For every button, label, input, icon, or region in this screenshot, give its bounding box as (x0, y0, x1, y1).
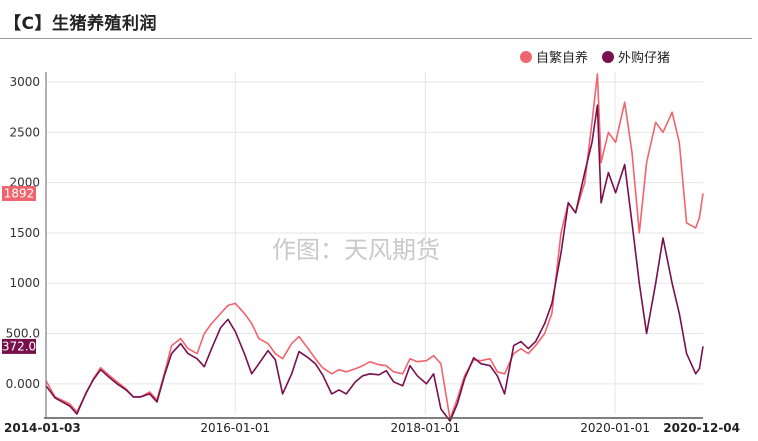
legend-label-series-0: 自繁自养 (536, 51, 589, 66)
legend-marker-series-0 (520, 50, 532, 63)
y-tick-label: 3000 (9, 75, 40, 89)
y-tick-label: 2500 (9, 125, 40, 139)
x-axis: 2014-01-03 2016-01-01 2018-01-01 2020-01-01… (4, 417, 740, 435)
legend-marker-series-1 (602, 50, 615, 63)
legend-label-series-1: 外购仔猪 (618, 51, 671, 66)
x-tick-label: 2016-01-01 (200, 421, 270, 435)
y-tick-label: 1000 (9, 276, 40, 290)
chart-legend[interactable]: 自繁自养 外购仔猪 (520, 47, 670, 66)
last-value-label-0: 1892 (4, 187, 35, 201)
last-value-badge-1 (2, 338, 36, 354)
x-tick-label: 2018-01-01 (390, 421, 460, 435)
watermark-text: 作图：天风期货 (272, 236, 440, 264)
last-value-label-1: 372.0 (2, 339, 36, 353)
x-tick-label: 2020-01-01 (580, 421, 650, 435)
last-value-badges: 1892 372.0 (2, 186, 36, 354)
y-tick-label: 500.0 (6, 327, 40, 341)
y-tick-label: 0.000 (6, 377, 40, 391)
series-line-1 (45, 104, 704, 422)
series-line-0 (45, 73, 704, 420)
last-value-badge-0 (2, 186, 36, 202)
legend-item-series-0[interactable]: 自繁自养 (520, 47, 588, 66)
x-tick-label: 2020-12-04 (663, 421, 740, 435)
title-bar: 【C】生猪养殖利润 (0, 0, 752, 39)
y-tick-label: 1500 (9, 226, 40, 240)
series-layer (45, 73, 704, 422)
x-tick-label: 2014-01-03 (4, 421, 81, 435)
legend-item-series-1[interactable]: 外购仔猪 (602, 47, 670, 66)
chart-grid (46, 72, 703, 414)
page-title: 【C】生猪养殖利润 (4, 14, 157, 34)
